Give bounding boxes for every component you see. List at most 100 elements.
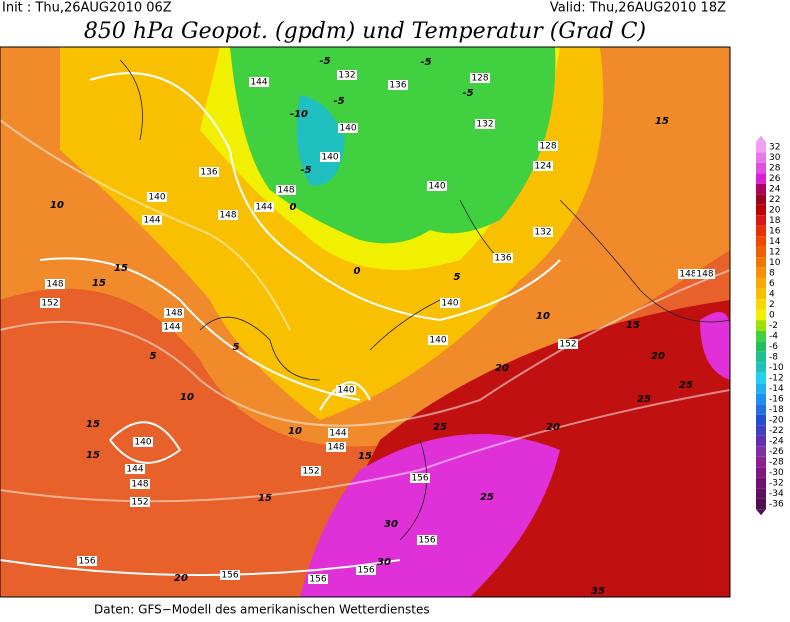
geopotential-label: 156 [221, 571, 238, 581]
colorbar-segment [756, 267, 766, 279]
geopotential-label-box [695, 269, 715, 279]
colorbar-segment [756, 351, 766, 363]
colorbar-segment [756, 204, 766, 216]
colorbar-segment [756, 404, 766, 415]
geopotential-label-box [249, 77, 269, 87]
geopotential-label-box [337, 70, 357, 80]
colorbar-segment [756, 393, 766, 405]
colorbar-label: -36 [769, 500, 784, 510]
geopotential-label-box [40, 298, 60, 308]
geopotential-label-box [308, 574, 328, 584]
geopotential-label: 148 [165, 309, 182, 319]
temperature-label: -5 [462, 88, 473, 99]
temperature-label: 25 [679, 380, 693, 391]
geopotential-label: 140 [429, 336, 446, 346]
geopotential-label: 128 [471, 74, 488, 84]
temperature-label: -10 [290, 109, 308, 120]
colorbar-segment [756, 152, 766, 163]
geopotential-label: 140 [441, 299, 458, 309]
geopotential-label: 136 [200, 168, 217, 178]
geopotential-label-box [533, 161, 553, 171]
geopotential-label: 140 [134, 438, 151, 448]
colorbar-label: 22 [769, 195, 780, 205]
colorbar-segment [756, 278, 766, 289]
colorbar-segment [756, 456, 766, 468]
temperature-label: 15 [92, 278, 106, 289]
geopotential-label-box [558, 339, 578, 349]
temperature-label: -5 [420, 57, 431, 68]
geopotential-label-box [427, 181, 447, 191]
geopotential-label: 156 [78, 557, 95, 567]
geopotential-label-box [440, 298, 460, 308]
colorbar-label: 2 [769, 300, 775, 310]
geopotential-label-box [45, 279, 65, 289]
geopotential-label-box [164, 308, 184, 318]
geopotential-label-box [218, 210, 238, 220]
geopotential-label: 124 [534, 162, 551, 172]
geopotential-label: 132 [534, 228, 551, 238]
colorbar-label: 16 [769, 227, 781, 237]
temperature-label: 5 [454, 272, 461, 283]
colorbar-label: 26 [769, 174, 781, 184]
colorbar-segment [756, 215, 766, 226]
colorbar-segment [756, 236, 766, 247]
temperature-label: -5 [333, 96, 344, 107]
colorbar-segment [756, 362, 766, 373]
geopotential-label-box [493, 253, 513, 263]
colorbar-segment [756, 477, 766, 489]
temperature-label: 15 [86, 419, 100, 430]
colorbar-segment [756, 435, 766, 447]
geopotential-label-box [326, 442, 346, 452]
colorbar-segment [756, 341, 766, 352]
colorbar-segment [756, 225, 766, 237]
geopotential-label-box [538, 141, 558, 151]
geopotential-label-box [388, 80, 408, 90]
colorbar-top-arrow [756, 135, 766, 142]
colorbar-segment [756, 467, 766, 478]
geopotential-label: 144 [163, 323, 180, 333]
colorbar-label: 6 [769, 279, 775, 289]
colorbar-label: -28 [769, 458, 784, 468]
colorbar-segment [756, 299, 766, 310]
colorbar-segment [756, 183, 766, 195]
geopotential-label: 140 [148, 193, 165, 203]
colorbar-label: -6 [769, 342, 778, 352]
colorbar-label: 30 [769, 153, 781, 163]
geopotential-label: 152 [41, 299, 58, 309]
geopotential-label: 144 [255, 203, 272, 213]
valid-time: Valid: Thu,26AUG2010 18Z [550, 1, 726, 16]
colorbar-label: -26 [769, 447, 784, 457]
colorbar-label: -8 [769, 353, 778, 363]
geopotential-label-box [162, 322, 182, 332]
colorbar-label: -2 [769, 321, 778, 331]
colorbar-label: 18 [769, 216, 781, 226]
colorbar-label: -4 [769, 332, 778, 342]
geopotential-label: 140 [428, 182, 445, 192]
colorbar-label: 14 [769, 237, 781, 247]
temperature-label: -5 [300, 165, 311, 176]
colorbar-segment [756, 488, 766, 499]
colorbar-segment [756, 173, 766, 184]
colorbar-segment [756, 320, 766, 331]
colorbar-label: -14 [769, 384, 784, 394]
temperature-label: 15 [358, 451, 372, 462]
colorbar-label: 10 [769, 258, 781, 268]
geopotential-label: 136 [389, 81, 406, 91]
temperature-label: 10 [288, 426, 302, 437]
colorbar-label: 4 [769, 290, 775, 300]
geopotential-label-box [254, 202, 274, 212]
temperature-label: 20 [546, 422, 560, 433]
colorbar-label: 0 [769, 311, 775, 321]
geopotential-label-box [338, 123, 358, 133]
temperature-label: 10 [180, 392, 194, 403]
temperature-label: 30 [384, 519, 398, 530]
temperature-label: 20 [174, 573, 188, 584]
geopotential-label: 156 [357, 566, 374, 576]
colorbar-bottom-arrow [756, 509, 766, 516]
map-title: 850 hPa Geopot. (gpdm) und Temperatur (G… [84, 19, 646, 44]
colorbar-segment [756, 194, 766, 205]
geopotential-label: 156 [309, 575, 326, 585]
geopotential-label-box [77, 556, 97, 566]
temperature-label: 15 [86, 450, 100, 461]
